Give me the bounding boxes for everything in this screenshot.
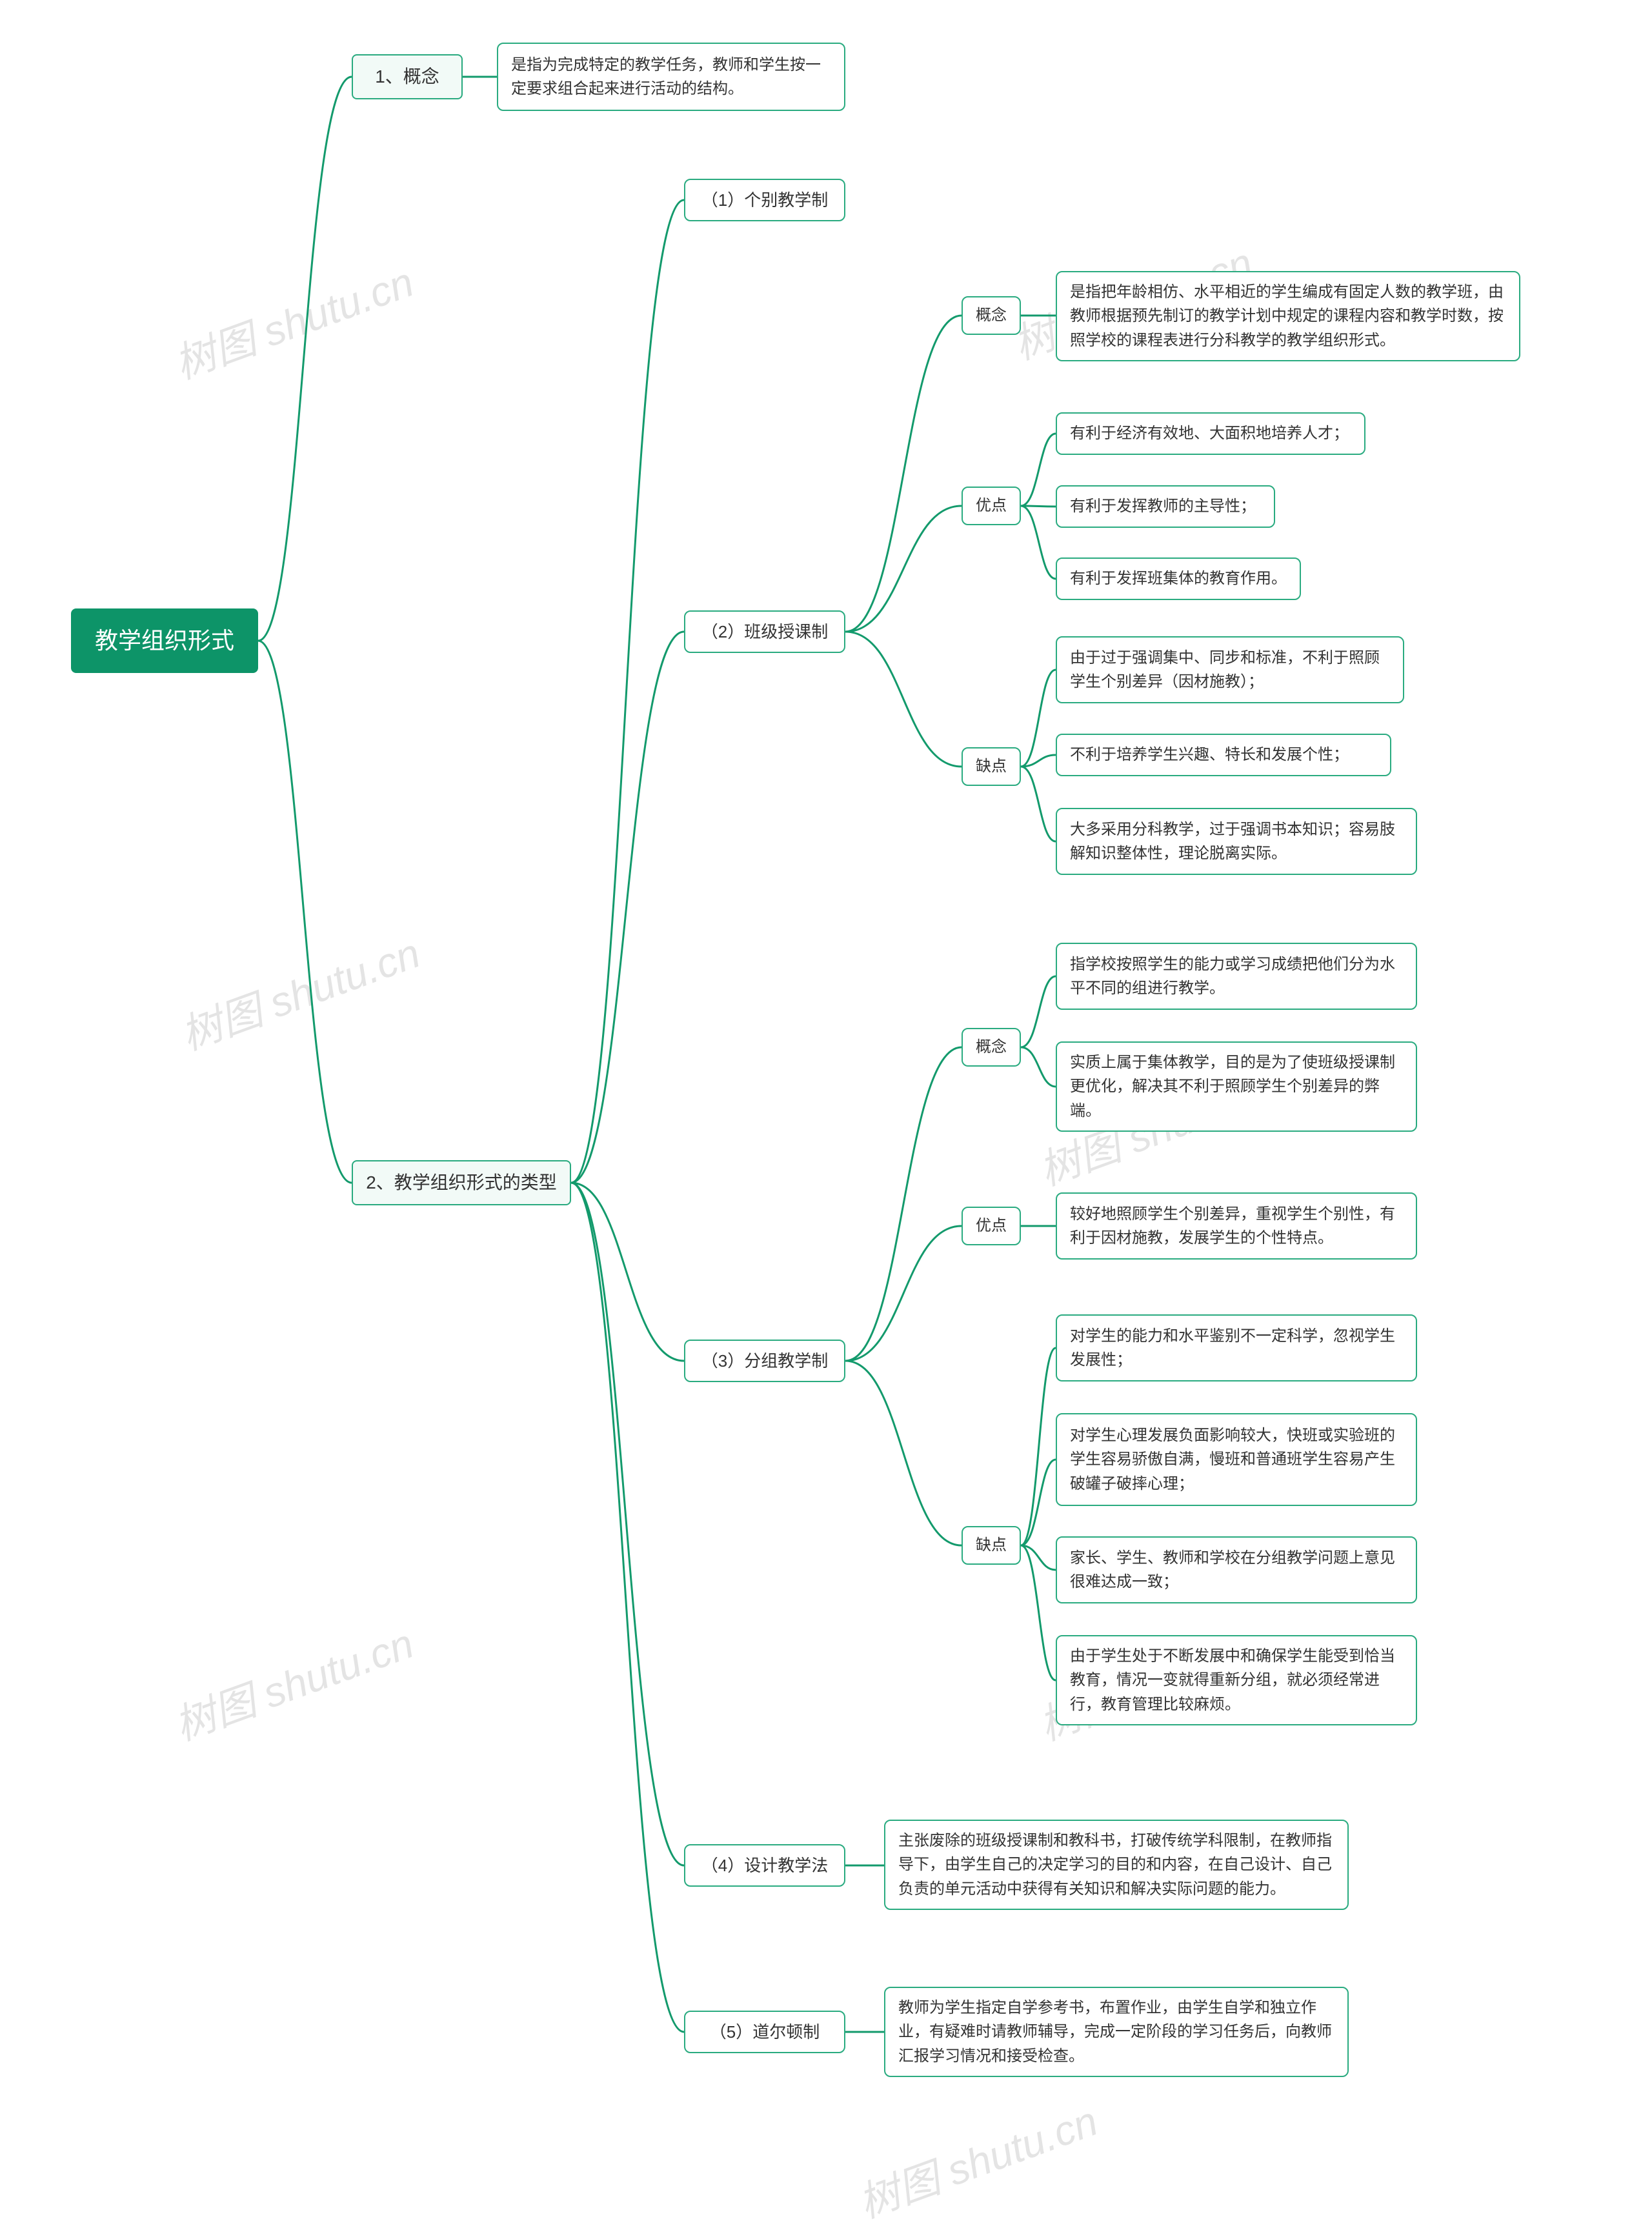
type-class-concept-text: 是指把年龄相仿、水平相近的学生编成有固定人数的教学班，由教师根据预先制订的教学计… [1056, 271, 1520, 361]
type-class-concept-label: 概念 [962, 296, 1021, 335]
watermark: 树图 shutu.cn [165, 249, 421, 390]
watermark: 树图 shutu.cn [849, 2088, 1105, 2229]
type-class-dis-c: 大多采用分科教学，过于强调书本知识；容易肢解知识整体性，理论脱离实际。 [1056, 808, 1417, 875]
type-dalton: （5）道尔顿制 [684, 2011, 845, 2053]
type-class-dis-a: 由于过于强调集中、同步和标准，不利于照顾学生个别差异（因材施教）； [1056, 636, 1404, 703]
type-group-dis-d: 由于学生处于不断发展中和确保学生能受到恰当教育，情况一变就得重新分组，就必须经常… [1056, 1635, 1417, 1725]
watermark: 树图 shutu.cn [172, 920, 427, 1061]
section-concept: 1、概念 [352, 54, 463, 99]
type-class-adv-c: 有利于发挥班集体的教育作用。 [1056, 558, 1301, 600]
type-group-concept-a: 指学校按照学生的能力或学习成绩把他们分为水平不同的组进行教学。 [1056, 943, 1417, 1010]
type-dalton-text: 教师为学生指定自学参考书，布置作业，由学生自学和独立作业，有疑难时请教师辅导，完… [884, 1987, 1349, 2077]
type-group: （3）分组教学制 [684, 1340, 845, 1382]
type-class-adv-label: 优点 [962, 487, 1021, 525]
type-group-adv-text: 较好地照顾学生个别差异，重视学生个别性，有利于因材施教，发展学生的个性特点。 [1056, 1192, 1417, 1260]
root-node: 教学组织形式 [71, 608, 258, 673]
section-types: 2、教学组织形式的类型 [352, 1160, 571, 1205]
type-class: （2）班级授课制 [684, 610, 845, 653]
type-design: （4）设计教学法 [684, 1844, 845, 1887]
type-group-adv-label: 优点 [962, 1207, 1021, 1245]
type-design-text: 主张废除的班级授课制和教科书，打破传统学科限制，在教师指导下，由学生自己的决定学… [884, 1820, 1349, 1910]
type-group-dis-b: 对学生心理发展负面影响较大，快班或实验班的学生容易骄傲自满，慢班和普通班学生容易… [1056, 1413, 1417, 1506]
type-class-dis-b: 不利于培养学生兴趣、特长和发展个性； [1056, 734, 1391, 776]
type-class-adv-b: 有利于发挥教师的主导性； [1056, 485, 1275, 528]
type-group-dis-label: 缺点 [962, 1526, 1021, 1565]
type-group-dis-c: 家长、学生、教师和学校在分组教学问题上意见很难达成一致； [1056, 1536, 1417, 1603]
type-group-concept-b: 实质上属于集体教学，目的是为了使班级授课制更优化，解决其不利于照顾学生个别差异的… [1056, 1041, 1417, 1132]
type-individual: （1）个别教学制 [684, 179, 845, 221]
type-class-adv-a: 有利于经济有效地、大面积地培养人才； [1056, 412, 1365, 455]
type-group-dis-a: 对学生的能力和水平鉴别不一定科学，忽视学生发展性； [1056, 1314, 1417, 1381]
type-class-dis-label: 缺点 [962, 747, 1021, 786]
watermark: 树图 shutu.cn [165, 1611, 421, 1752]
section-concept-text: 是指为完成特定的教学任务，教师和学生按一定要求组合起来进行活动的结构。 [497, 43, 845, 111]
type-group-concept-label: 概念 [962, 1028, 1021, 1067]
